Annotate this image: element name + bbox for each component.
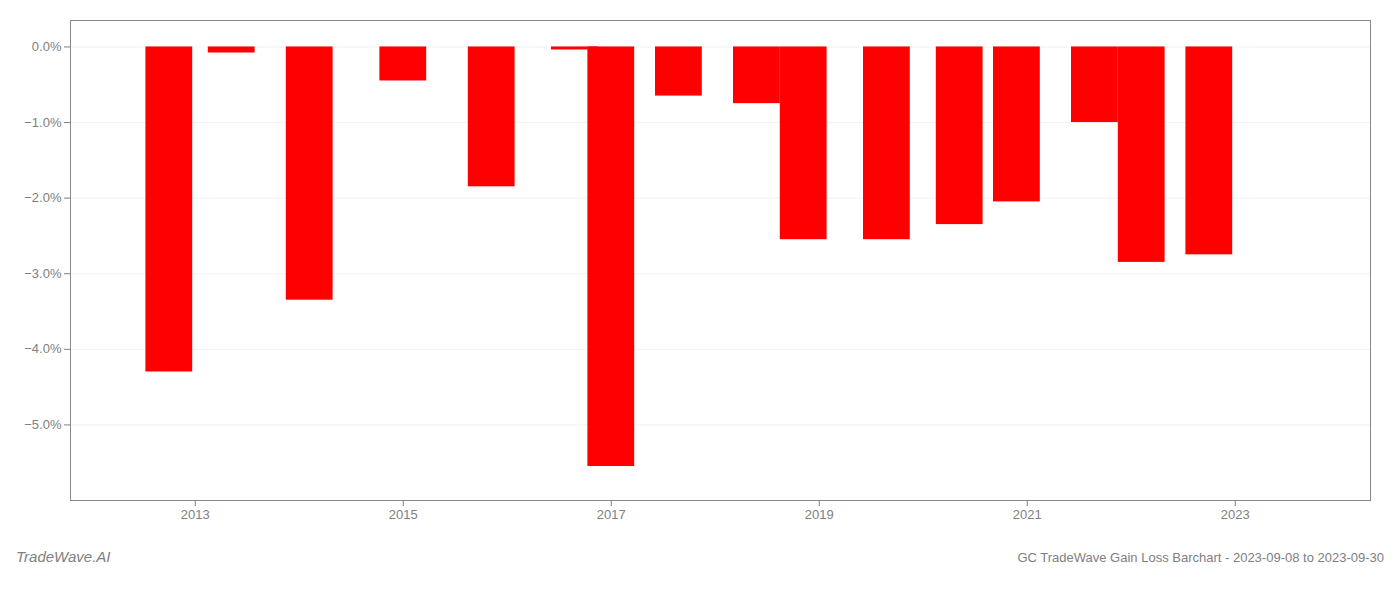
html-text:TradeWave.AI: TradeWave.AI	[16, 548, 111, 565]
svg-text:2019: 2019	[805, 507, 834, 522]
svg-text:0.0%: 0.0%	[32, 39, 62, 54]
svg-text:2017: 2017	[597, 507, 626, 522]
svg-text:−5.0%: −5.0%	[24, 417, 62, 432]
svg-text:−1.0%: −1.0%	[24, 115, 62, 130]
svg-text:−2.0%: −2.0%	[24, 190, 62, 205]
svg-text:2015: 2015	[389, 507, 418, 522]
svg-text:2021: 2021	[1013, 507, 1042, 522]
svg-text:2013: 2013	[181, 507, 210, 522]
svg-text:−3.0%: −3.0%	[24, 266, 62, 281]
svg-text:−4.0%: −4.0%	[24, 341, 62, 356]
html-text:GC TradeWave Gain Loss Barchar: GC TradeWave Gain Loss Barchart - 2023-0…	[1017, 550, 1384, 565]
svg-text:2023: 2023	[1221, 507, 1250, 522]
